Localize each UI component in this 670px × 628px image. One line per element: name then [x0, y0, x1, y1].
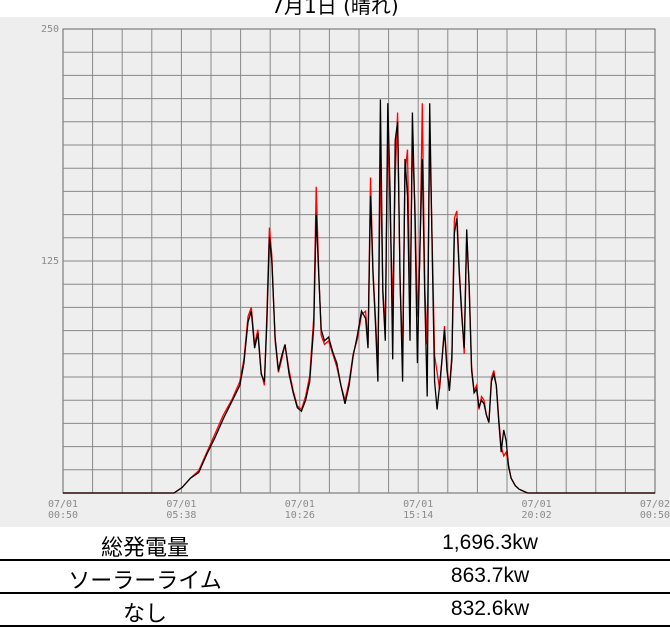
x-tick-time: 05:38 [166, 510, 196, 521]
x-tick-time: 10:26 [285, 510, 315, 521]
summary-label: ソーラーライム [68, 569, 222, 594]
chart-title: 7月1日 (晴れ) [271, 0, 399, 18]
x-tick-time: 15:14 [403, 510, 433, 521]
summary-row-solar-lime: ソーラーライム 863.7kw [0, 561, 670, 594]
x-tick-date: 07/01 [166, 499, 196, 510]
x-tick-time: 00:50 [640, 510, 670, 521]
summary-label: なし [122, 602, 167, 627]
summary-label: 総発電量 [100, 536, 189, 561]
summary-table: 総発電量 1,696.3kw ソーラーライム 863.7kw なし 832.6k… [0, 528, 670, 627]
x-tick-date: 07/01 [522, 499, 552, 510]
summary-row-none: なし 832.6kw [0, 594, 670, 627]
x-tick-time: 00:50 [48, 510, 78, 521]
x-tick-date: 07/01 [285, 499, 315, 510]
summary-value: 1,696.3kw [442, 531, 538, 554]
summary-value: 863.7kw [450, 564, 530, 587]
x-tick-date: 07/01 [48, 499, 78, 510]
x-tick-time: 20:02 [522, 510, 552, 521]
summary-row-total: 総発電量 1,696.3kw [0, 528, 670, 561]
series-line-black [63, 99, 655, 494]
x-tick-date: 07/01 [403, 499, 433, 510]
y-tick-label: 125 [41, 256, 59, 267]
x-tick-date: 07/02 [640, 499, 670, 510]
summary-value: 832.6kw [450, 597, 530, 620]
y-tick-label: 250 [41, 24, 59, 35]
line-chart: 25012507/0100:5007/0105:3807/0110:2607/0… [41, 24, 670, 521]
chart-area: 250 125 07/01 00:50 07/01 05:38 07/01 10:26 07/0… [0, 17, 670, 527]
